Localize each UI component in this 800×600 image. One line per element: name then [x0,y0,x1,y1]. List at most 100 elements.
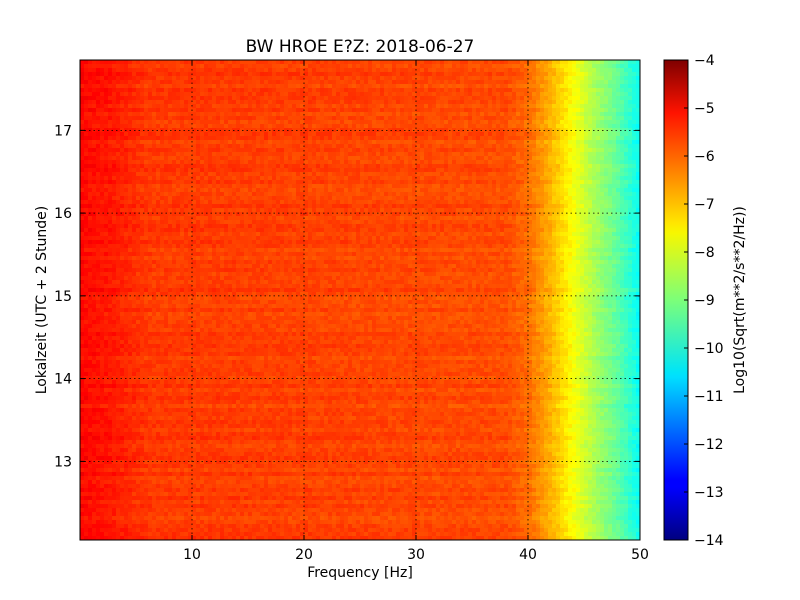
heatmap-cell [300,84,305,89]
heatmap-cell [196,160,201,165]
heatmap-cell [520,88,525,93]
heatmap-cell [548,136,553,141]
heatmap-cell [132,172,137,177]
heatmap-cell [396,140,401,145]
heatmap-cell [300,136,305,141]
heatmap-cell [220,116,225,121]
heatmap-cell [416,172,421,177]
heatmap-cell [424,108,429,113]
heatmap-cell [352,76,357,81]
heatmap-cell [92,188,97,193]
heatmap-cell [508,192,513,197]
heatmap-cell [280,132,285,137]
heatmap-cell [304,168,309,173]
heatmap-cell [492,92,497,97]
heatmap-cell [104,132,109,137]
heatmap-cell [240,80,245,85]
heatmap-cell [236,196,241,201]
heatmap-cell [260,200,265,205]
heatmap-cell [620,172,625,177]
heatmap-cell [156,192,161,197]
heatmap-cell [480,80,485,85]
heatmap-cell [300,148,305,153]
heatmap-cell [292,160,297,165]
heatmap-cell [484,164,489,169]
heatmap-cell [504,88,509,93]
heatmap-cell [184,68,189,73]
heatmap-cell [232,200,237,205]
heatmap-cell [488,180,493,185]
heatmap-cell [580,64,585,69]
heatmap-cell [444,92,449,97]
heatmap-cell [344,180,349,185]
heatmap-cell [112,108,117,113]
heatmap-cell [504,128,509,133]
heatmap-cell [616,80,621,85]
heatmap-cell [428,92,433,97]
heatmap-cell [380,164,385,169]
heatmap-cell [140,76,145,81]
heatmap-cell [556,72,561,77]
heatmap-cell [216,112,221,117]
heatmap-cell [292,124,297,129]
heatmap-cell [596,184,601,189]
heatmap-cell [320,160,325,165]
heatmap-cell [160,200,165,205]
heatmap-cell [568,136,573,141]
heatmap-cell [488,68,493,73]
heatmap-cell [412,176,417,181]
heatmap-cell [592,120,597,125]
heatmap-cell [360,116,365,121]
heatmap-cell [408,112,413,117]
heatmap-cell [120,132,125,137]
heatmap-cell [352,80,357,85]
heatmap-cell [448,140,453,145]
heatmap-cell [520,60,525,65]
heatmap-cell [336,124,341,129]
heatmap-cell [100,152,105,157]
heatmap-cell [440,188,445,193]
heatmap-cell [192,140,197,145]
heatmap-cell [156,88,161,93]
heatmap-cell [464,68,469,73]
heatmap-cell [264,116,269,121]
heatmap-cell [512,196,517,201]
heatmap-cell [616,152,621,157]
heatmap-cell [560,76,565,81]
heatmap-cell [284,128,289,133]
heatmap-cell [264,64,269,69]
heatmap-cell [108,76,113,81]
heatmap-cell [444,188,449,193]
heatmap-cell [380,172,385,177]
heatmap-cell [124,80,129,85]
heatmap-cell [220,80,225,85]
heatmap-cell [560,104,565,109]
heatmap-cell [520,188,525,193]
heatmap-cell [452,108,457,113]
heatmap-cell [624,76,629,81]
heatmap-cell [352,112,357,117]
heatmap-cell [300,188,305,193]
heatmap-cell [324,172,329,177]
heatmap-cell [488,168,493,173]
heatmap-cell [412,144,417,149]
heatmap-cell [276,60,281,65]
heatmap-cell [132,144,137,149]
heatmap-cell [348,164,353,169]
heatmap-cell [512,172,517,177]
heatmap-cell [560,60,565,65]
heatmap-cell [512,188,517,193]
heatmap-cell [620,64,625,69]
heatmap-cell [356,168,361,173]
heatmap-cell [208,112,213,117]
heatmap-cell [280,184,285,189]
heatmap-cell [424,168,429,173]
heatmap-cell [128,176,133,181]
heatmap-cell [616,92,621,97]
heatmap-cell [340,72,345,77]
heatmap-cell [344,140,349,145]
heatmap-cell [428,72,433,77]
heatmap-cell [348,152,353,157]
heatmap-cell [524,136,529,141]
heatmap-cell [236,120,241,125]
